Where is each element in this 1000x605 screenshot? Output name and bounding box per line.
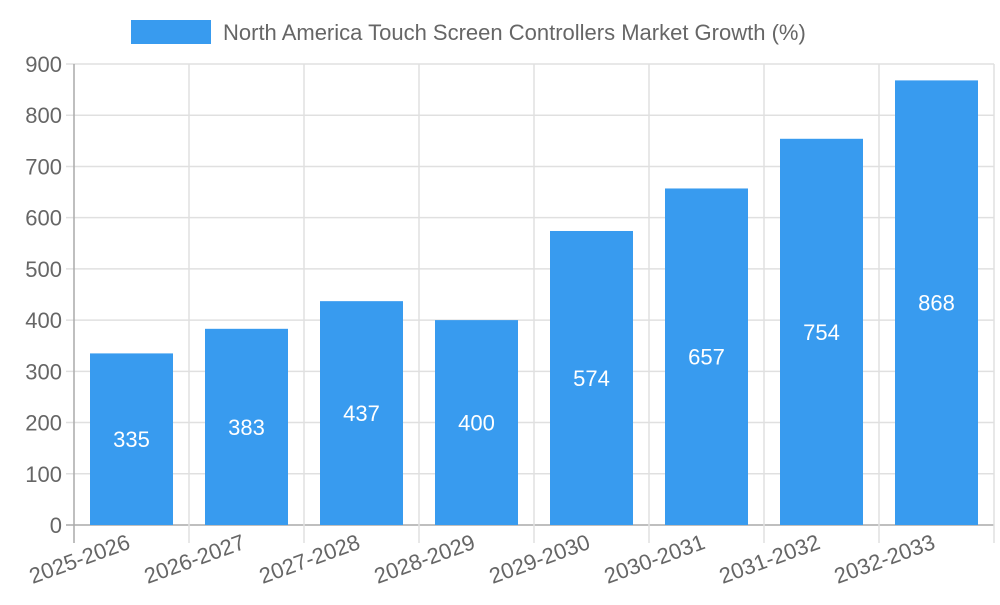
legend-swatch <box>131 20 211 44</box>
bar <box>435 320 518 525</box>
bar <box>780 138 863 526</box>
x-tick-label: 2028-2029 <box>371 529 478 588</box>
bar <box>895 80 978 525</box>
x-tick-label: 2031-2032 <box>716 529 823 588</box>
x-tick-label: 2032-2033 <box>831 529 938 588</box>
bar-value-label: 574 <box>573 366 610 391</box>
x-tick-label: 2030-2031 <box>601 529 708 588</box>
y-tick-label: 700 <box>25 154 62 179</box>
y-tick-label: 300 <box>25 359 62 384</box>
bar <box>550 230 633 526</box>
bar-value-label: 335 <box>113 427 150 452</box>
gridlines <box>66 63 995 543</box>
y-tick-label: 500 <box>25 257 62 282</box>
y-tick-label: 200 <box>25 411 62 436</box>
y-tick-label: 0 <box>50 513 62 538</box>
y-tick-label: 600 <box>25 206 62 231</box>
bar <box>205 328 288 525</box>
bar <box>665 188 748 525</box>
legend[interactable]: North America Touch Screen Controllers M… <box>131 20 806 45</box>
bar-value-label: 383 <box>228 415 265 440</box>
bar-value-label: 868 <box>918 291 955 316</box>
bar-value-label: 400 <box>458 411 495 436</box>
bar <box>320 301 403 525</box>
y-tick-label: 400 <box>25 308 62 333</box>
bar-value-label: 754 <box>803 320 840 345</box>
y-tick-label: 900 <box>25 52 62 77</box>
bar <box>90 353 173 525</box>
x-tick-label: 2026-2027 <box>141 529 248 588</box>
bar-value-label: 437 <box>343 401 380 426</box>
x-tick-label: 2025-2026 <box>26 529 133 588</box>
y-tick-label: 100 <box>25 462 62 487</box>
x-tick-label: 2029-2030 <box>486 529 593 588</box>
legend-label: North America Touch Screen Controllers M… <box>223 20 806 45</box>
bar-value-label: 657 <box>688 345 725 370</box>
y-tick-label: 800 <box>25 103 62 128</box>
x-tick-label: 2027-2028 <box>256 529 363 588</box>
bars: 335 383 437 400 574 657 754 868 <box>90 80 978 526</box>
